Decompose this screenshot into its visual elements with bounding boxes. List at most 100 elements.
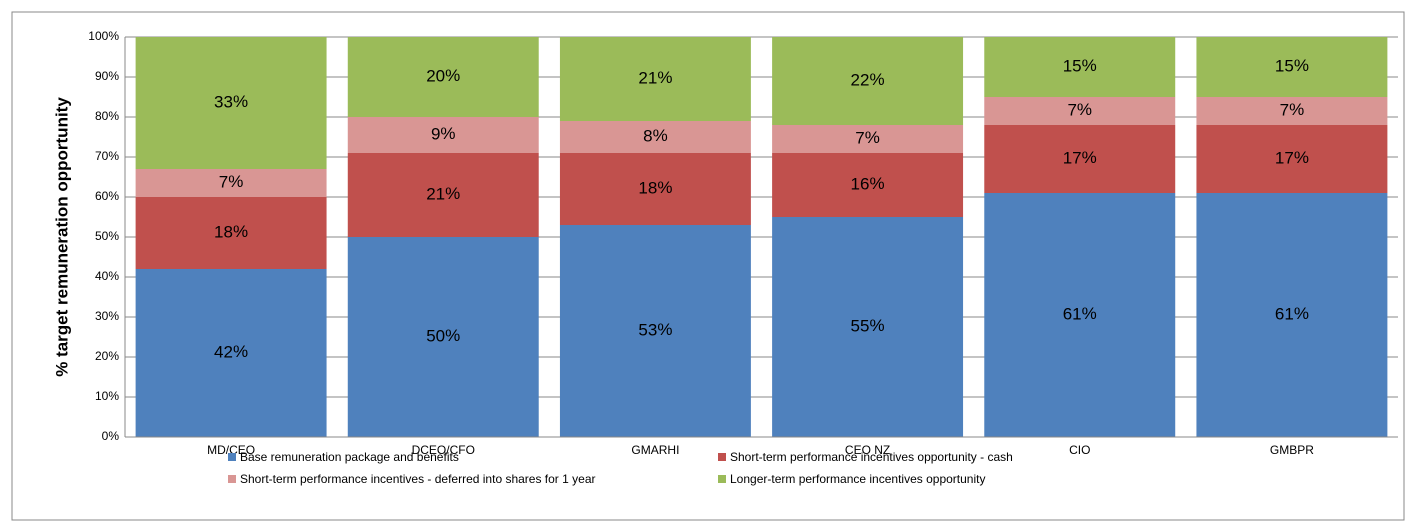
legend-swatch [228,453,236,461]
legend-item: Short-term performance incentives opport… [718,450,1208,464]
unit: % [233,222,248,241]
data-label: 50% [426,326,460,345]
data-label: 18% [214,222,248,241]
data-label: 18% [638,178,672,197]
data-label: 53% [638,320,672,339]
bar-segment [347,37,539,117]
legend-item: Short-term performance incentives - defe… [228,472,718,486]
data-label: 17% [1063,148,1097,167]
unit: % [233,342,248,361]
unit: % [865,128,880,147]
data-label: 21% [638,68,672,87]
y-tick-label: 20% [95,349,119,363]
x-tick-label: MD/CEO [207,443,255,457]
unit: % [1294,148,1309,167]
unit: % [1294,56,1309,75]
bar-segment [135,269,327,437]
bar-segment [559,153,751,225]
legend-swatch [718,475,726,483]
unit: % [445,326,460,345]
bar-segment [1196,125,1388,193]
unit: % [1082,56,1097,75]
legend-label: Short-term performance incentives - defe… [240,472,596,486]
data-label: 20% [426,66,460,85]
bar-segment [135,169,327,197]
legend-item: Longer-term performance incentives oppor… [718,472,1208,486]
legend-label: Short-term performance incentives opport… [730,450,1013,464]
x-tick-label: CEO NZ [845,443,890,457]
unit: % [1289,100,1304,119]
data-label: 16% [851,174,885,193]
bar-segment [984,193,1176,437]
y-tick-label: 10% [95,389,119,403]
bar-segment [1196,97,1388,125]
unit: % [657,68,672,87]
bar-segment [347,153,539,237]
unit: % [653,126,668,145]
unit: % [445,184,460,203]
unit: % [1294,304,1309,323]
unit: % [228,172,243,191]
legend-swatch [718,453,726,461]
y-tick-label: 60% [95,189,119,203]
data-label: 61% [1063,304,1097,323]
legend-item: Base remuneration package and benefits [228,450,718,464]
unit: % [1082,304,1097,323]
bar-segment [772,37,964,125]
bar-segment [772,153,964,217]
data-label: 7% [219,172,244,191]
bar-segment [1196,193,1388,437]
y-tick-label: 100% [88,29,119,43]
bar-segment [984,97,1176,125]
y-tick-label: 30% [95,309,119,323]
data-label: 21% [426,184,460,203]
data-label: 61% [1275,304,1309,323]
legend-swatch [228,475,236,483]
unit: % [869,174,884,193]
y-tick-label: 50% [95,229,119,243]
unit: % [233,92,248,111]
y-tick-label: 80% [95,109,119,123]
unit: % [657,320,672,339]
data-label: 7% [1067,100,1092,119]
y-tick-label: 90% [95,69,119,83]
y-axis-label: % target remuneration opportunity [52,97,71,377]
chart-border [11,11,1405,521]
bar-segment [135,37,327,169]
unit: % [869,70,884,89]
data-label: 15% [1275,56,1309,75]
unit: % [440,124,455,143]
x-tick-label: CIO [1069,443,1090,457]
legend: Base remuneration package and benefits Sh… [228,450,1218,486]
data-label: 17% [1275,148,1309,167]
bar-segment [559,37,751,121]
legend-label: Longer-term performance incentives oppor… [730,472,986,486]
bar-segment [559,225,751,437]
data-label: 55% [851,316,885,335]
x-tick-label: DCEO/CFO [412,443,475,457]
bar-segment [559,121,751,153]
data-label: 33% [214,92,248,111]
unit: % [1082,148,1097,167]
legend-label: Base remuneration package and benefits [240,450,459,464]
data-label: 7% [1280,100,1305,119]
unit: % [869,316,884,335]
data-label: 22% [851,70,885,89]
y-tick-label: 70% [95,149,119,163]
bar-segment [135,197,327,269]
data-label: 15% [1063,56,1097,75]
x-tick-label: GMARHI [631,443,679,457]
bar-segment [984,37,1176,97]
bar-segment [347,237,539,437]
data-label: 8% [643,126,668,145]
bar-segment [984,125,1176,193]
bar-segment [1196,37,1388,97]
data-label: 42% [214,342,248,361]
data-label: 7% [855,128,880,147]
y-tick-label: 0% [102,429,120,443]
bar-segment [772,125,964,153]
x-tick-label: GMBPR [1270,443,1314,457]
unit: % [445,66,460,85]
unit: % [1077,100,1092,119]
